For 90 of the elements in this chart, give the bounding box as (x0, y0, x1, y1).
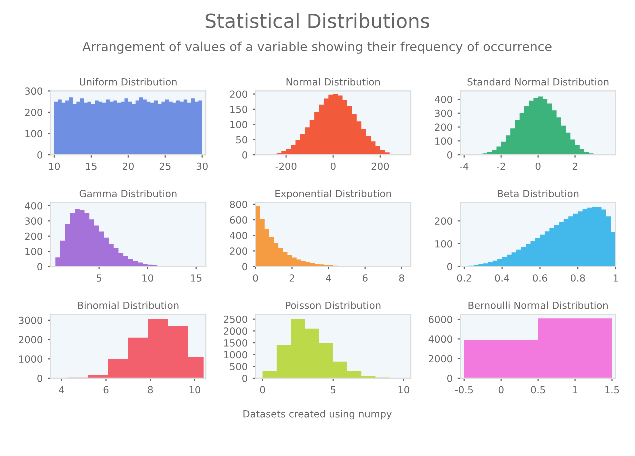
y-tick-label: 500 (230, 363, 248, 370)
y-tick-label: 2000 (19, 336, 43, 344)
y-tick-label: 200 (435, 218, 452, 225)
x-tick-label: 0 (260, 386, 266, 394)
y-tick-label: 0 (242, 374, 248, 382)
x-tick-label: 0.2 (457, 274, 472, 282)
x-tick-label: 6 (104, 386, 109, 394)
x-tick-label: 8 (399, 274, 404, 282)
x-tick-label: 0.4 (495, 274, 510, 282)
text: Datasets created using numpy (244, 410, 392, 420)
x-tick-label: 8 (148, 386, 154, 394)
y-tick-label: 0 (242, 152, 248, 159)
y-tick-label: 50 (236, 136, 248, 144)
y-tick-label: 300 (25, 88, 43, 96)
y-tick-label: 0 (38, 152, 43, 159)
chart-title: Beta Distribution (498, 190, 579, 198)
y-tick-label: 200 (25, 108, 43, 116)
y-tick-label: 0 (448, 374, 452, 382)
x-tick-label: 10 (142, 274, 154, 282)
chart-title: Poisson Distribution (286, 302, 381, 310)
x-tick-label: 10 (49, 162, 60, 170)
y-tick-label: 0 (448, 152, 452, 159)
x-tick-label: 0 (498, 386, 504, 394)
y-tick-label: 800 (230, 200, 248, 208)
x-tick-label: 0 (536, 162, 541, 170)
y-tick-label: 200 (230, 248, 248, 256)
chart-title: Uniform Distribution (80, 78, 177, 86)
x-tick-label: 0 (253, 274, 258, 282)
y-tick-label: 1000 (224, 351, 248, 359)
y-tick-label: 600 (230, 216, 248, 224)
x-tick-label: -4 (460, 162, 469, 170)
x-tick-label: 15 (86, 162, 97, 170)
x-tick-label: 10 (190, 386, 201, 394)
x-tick-label: 10 (398, 386, 410, 394)
y-tick-label: 400 (230, 232, 248, 240)
text: Statistical Distributions (206, 13, 430, 28)
chart-title: Binomial Distribution (78, 302, 179, 310)
x-tick-label: 0.5 (531, 386, 546, 394)
y-tick-label: 300 (435, 110, 452, 118)
x-tick-label: 2 (572, 162, 578, 170)
x-tick-label: -200 (276, 162, 297, 170)
y-tick-label: 100 (436, 138, 452, 145)
x-tick-label: -0.5 (455, 386, 474, 394)
y-tick-label: 1500 (224, 339, 248, 347)
x-tick-label: 5 (331, 386, 336, 394)
y-tick-label: 200 (435, 124, 452, 132)
x-tick-label: 20 (122, 162, 134, 170)
x-tick-label: -2 (496, 162, 506, 170)
y-tick-label: 200 (25, 232, 43, 240)
y-tick-label: 400 (434, 96, 452, 104)
y-tick-label: 100 (436, 240, 452, 248)
y-tick-label: 400 (25, 202, 43, 210)
y-tick-label: 100 (230, 121, 248, 128)
y-tick-label: 0 (448, 263, 452, 271)
x-tick-label: 1 (573, 386, 578, 394)
y-tick-label: 300 (25, 218, 43, 225)
y-tick-label: 4000 (428, 336, 452, 344)
x-tick-label: 25 (160, 162, 171, 170)
chart-title: Normal Distribution (286, 78, 380, 86)
chart-title: Exponential Distribution (276, 190, 392, 200)
chart-title: Bernoulli Normal Distribution (468, 302, 608, 310)
y-tick-label: 2000 (224, 328, 248, 336)
x-tick-label: 5 (96, 274, 102, 282)
y-tick-label: 0 (38, 374, 43, 382)
y-tick-label: 6000 (428, 316, 452, 324)
y-tick-label: 0 (242, 263, 248, 271)
y-tick-label: 2000 (429, 355, 452, 363)
x-tick-label: 4 (59, 386, 64, 394)
y-tick-label: 100 (26, 248, 43, 256)
y-tick-label: 0 (38, 263, 43, 271)
x-tick-label: 1 (614, 274, 618, 282)
chart-title: Standard Normal Distribution (468, 78, 609, 86)
text: Arrangement of values of a variable showing their frequency of occurrence (82, 42, 552, 54)
x-tick-label: 4 (326, 274, 332, 282)
x-tick-label: 30 (196, 162, 208, 170)
y-tick-label: 1000 (19, 356, 43, 363)
y-tick-label: 200 (230, 90, 248, 98)
x-tick-label: 2 (290, 274, 294, 282)
y-tick-label: 150 (230, 106, 248, 114)
chart-title: Gamma Distribution (80, 190, 177, 198)
x-tick-label: 200 (372, 162, 390, 170)
x-tick-label: 0.6 (533, 274, 548, 282)
x-tick-label: 1.5 (606, 386, 620, 394)
x-tick-label: 6 (362, 274, 368, 282)
x-tick-label: 0 (330, 162, 336, 170)
x-tick-label: 0.8 (570, 274, 586, 282)
y-tick-label: 3000 (19, 316, 43, 324)
x-tick-label: 15 (191, 274, 202, 282)
y-tick-label: 2500 (224, 316, 248, 324)
y-tick-label: 100 (26, 130, 43, 138)
